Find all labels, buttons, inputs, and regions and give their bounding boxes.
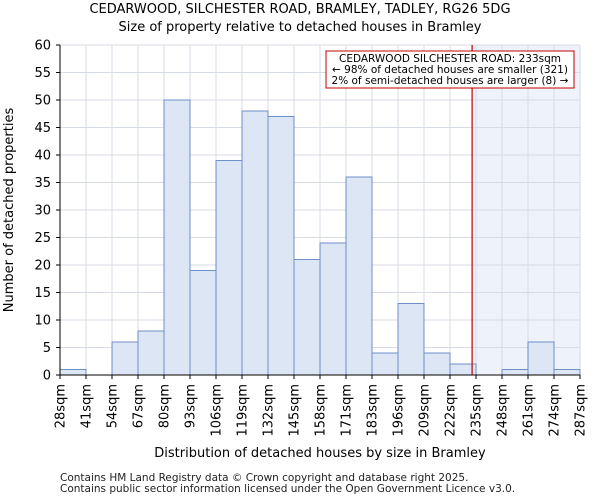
x-tick-label: 274sqm bbox=[548, 384, 563, 437]
footer-line-1: Contains HM Land Registry data © Crown c… bbox=[60, 472, 469, 484]
bar bbox=[215, 160, 243, 376]
y-tick-label: 40 bbox=[34, 149, 51, 164]
y-tick-label: 30 bbox=[34, 204, 51, 219]
x-tick-label: 28sqm bbox=[54, 384, 69, 428]
x-tick-label: 183sqm bbox=[366, 384, 381, 437]
bar bbox=[527, 341, 555, 376]
bar bbox=[137, 330, 165, 376]
y-tick-label: 10 bbox=[34, 314, 51, 329]
y-tick-label: 55 bbox=[34, 66, 51, 81]
annotation-line: CEDARWOOD SILCHESTER ROAD: 233sqm bbox=[339, 53, 561, 65]
bar bbox=[59, 369, 87, 376]
y-tick-label: 5 bbox=[43, 341, 51, 356]
bar bbox=[371, 352, 399, 376]
x-axis-label: Distribution of detached houses by size … bbox=[154, 446, 486, 461]
y-axis-label: Number of detached properties bbox=[2, 108, 17, 313]
y-tick-label: 25 bbox=[34, 231, 51, 246]
x-tick-label: 93sqm bbox=[184, 384, 199, 428]
bar bbox=[319, 242, 347, 376]
x-tick-label: 132sqm bbox=[262, 384, 277, 437]
bar bbox=[267, 116, 295, 376]
x-tick-label: 196sqm bbox=[392, 384, 407, 437]
bar bbox=[553, 369, 581, 376]
annotation-line: 2% of semi-detached houses are larger (8… bbox=[332, 75, 569, 87]
bar bbox=[397, 303, 425, 376]
y-tick-label: 45 bbox=[34, 121, 51, 136]
x-tick-label: 145sqm bbox=[288, 384, 303, 437]
x-tick-label: 80sqm bbox=[158, 384, 173, 428]
footer-line-2: Contains public sector information licen… bbox=[60, 483, 516, 495]
x-tick-label: 67sqm bbox=[132, 384, 147, 428]
bar bbox=[241, 110, 269, 376]
bar bbox=[501, 369, 529, 376]
bar bbox=[345, 176, 373, 376]
x-tick-label: 222sqm bbox=[444, 384, 459, 437]
x-tick-label: 209sqm bbox=[418, 384, 433, 437]
x-tick-label: 261sqm bbox=[522, 384, 537, 437]
y-tick-label: 20 bbox=[34, 259, 51, 274]
x-tick-label: 106sqm bbox=[210, 384, 225, 437]
x-tick-label: 54sqm bbox=[106, 384, 121, 428]
bar bbox=[163, 99, 191, 376]
y-tick-label: 0 bbox=[43, 369, 51, 384]
bar bbox=[293, 259, 321, 376]
x-tick-label: 287sqm bbox=[574, 384, 589, 437]
bar bbox=[189, 270, 217, 376]
x-tick-label: 235sqm bbox=[470, 384, 485, 437]
annotation-line: ← 98% of detached houses are smaller (32… bbox=[332, 64, 568, 76]
y-tick-label: 60 bbox=[34, 39, 51, 54]
x-tick-label: 171sqm bbox=[340, 384, 355, 437]
y-tick-label: 15 bbox=[34, 286, 51, 301]
bar bbox=[111, 341, 139, 376]
chart-title: CEDARWOOD, SILCHESTER ROAD, BRAMLEY, TAD… bbox=[89, 2, 511, 17]
x-tick-label: 119sqm bbox=[236, 384, 251, 437]
chart-subtitle: Size of property relative to detached ho… bbox=[118, 20, 482, 35]
annotation-box bbox=[325, 50, 575, 89]
x-tick-label: 158sqm bbox=[314, 384, 329, 437]
y-tick-label: 35 bbox=[34, 176, 51, 191]
x-tick-label: 248sqm bbox=[496, 384, 511, 437]
bar bbox=[423, 352, 451, 376]
x-tick-label: 41sqm bbox=[80, 384, 95, 428]
y-tick-label: 50 bbox=[34, 94, 51, 109]
